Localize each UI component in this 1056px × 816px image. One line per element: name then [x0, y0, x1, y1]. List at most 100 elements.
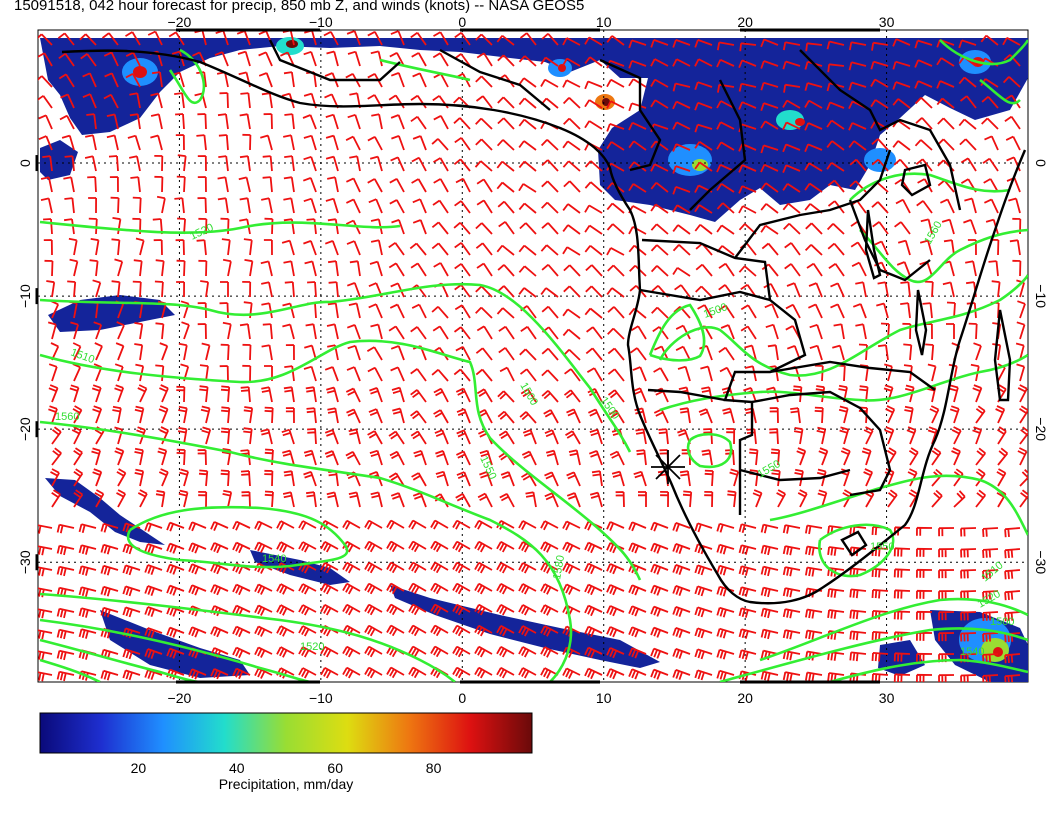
wind-barb [697, 304, 713, 319]
wind-barb [122, 669, 141, 681]
wind-barb [916, 526, 933, 536]
wind-barb [520, 388, 537, 403]
wind-barb [541, 347, 559, 361]
lat-tick-label-right: −30 [1033, 550, 1049, 574]
wind-barb [672, 564, 691, 576]
wind-barb [518, 97, 537, 109]
wind-barb [849, 180, 867, 193]
wind-barb [177, 154, 187, 172]
wind-barb [607, 347, 625, 361]
wind-barb [982, 527, 999, 537]
wind-barb [474, 540, 493, 553]
wind-barb [585, 285, 603, 298]
lon-tick-label-bottom: 10 [596, 690, 612, 706]
lon-tick-label-bottom: 30 [879, 690, 895, 706]
wind-barb [694, 223, 713, 235]
wind-barb [284, 155, 295, 172]
wind-barb [370, 50, 383, 67]
wind-barb [805, 587, 823, 598]
wind-barb [435, 450, 449, 466]
wind-barb [606, 35, 625, 46]
wind-barb [660, 491, 669, 508]
wind-barb [390, 30, 405, 46]
wind-barb [900, 281, 911, 298]
wind-barb [43, 218, 53, 235]
wind-barb [264, 406, 274, 424]
wind-barb [606, 605, 625, 617]
contour-label: 1520 [300, 641, 324, 653]
wind-barb [672, 648, 691, 660]
wind-barb [431, 221, 449, 235]
wind-barb [347, 113, 361, 130]
wind-barb [938, 611, 955, 621]
lat-tick-label-left: 0 [17, 159, 33, 167]
wind-barb [782, 629, 801, 640]
wind-barb [303, 50, 317, 67]
wind-barb [254, 604, 273, 616]
wind-barb [936, 80, 955, 89]
wind-barb [871, 41, 889, 51]
contour-label: 1550 [870, 541, 894, 553]
wind-barb [871, 652, 889, 662]
wind-barb [166, 563, 185, 575]
wind-barb [263, 239, 273, 256]
wind-barb [282, 491, 295, 508]
wind-barb [327, 218, 339, 235]
wind-barb [176, 281, 185, 298]
wind-barb [453, 222, 471, 235]
contour-label: 1560 [55, 411, 79, 423]
wind-barb [129, 92, 141, 109]
wind-barb [585, 347, 603, 361]
wind-barb [896, 261, 911, 277]
wind-barb [386, 561, 405, 574]
precip-north-band [40, 38, 1028, 222]
wind-barb [982, 569, 999, 579]
contour-label: 1580 [551, 554, 567, 580]
wind-barb [674, 284, 691, 298]
wind-barb [716, 121, 735, 130]
wind-barb [960, 611, 977, 621]
wind-barb [738, 164, 757, 173]
wind-barb [982, 590, 999, 600]
wind-barb [220, 281, 229, 297]
wind-barb [285, 407, 295, 424]
wind-barb [38, 52, 53, 67]
wind-barb [630, 325, 647, 340]
wind-barb [217, 197, 229, 214]
wind-barb [349, 260, 361, 277]
wind-barb [738, 565, 757, 576]
wind-barb [38, 524, 53, 534]
wind-barb [606, 287, 625, 298]
wind-barb [562, 625, 581, 637]
height-contour [39, 658, 101, 682]
wind-barb [155, 364, 165, 382]
wind-barb [176, 448, 186, 466]
wind-barb [432, 325, 449, 340]
height-contour [39, 592, 456, 682]
wind-barb [276, 625, 295, 637]
wind-barb [761, 242, 779, 256]
wind-barb [941, 218, 955, 235]
wind-barb [303, 449, 317, 466]
wind-barb [475, 75, 493, 88]
wind-barb [606, 202, 625, 214]
country-border [647, 388, 726, 402]
wind-barb [84, 155, 97, 172]
wind-barb [390, 72, 405, 88]
wind-barb [474, 624, 493, 637]
wind-barb [281, 428, 295, 445]
wind-barb [885, 405, 896, 424]
wind-barb [38, 75, 53, 88]
wind-barb [908, 447, 919, 466]
wind-barb [433, 409, 449, 424]
wind-barb [1012, 259, 1022, 277]
wind-barb [744, 344, 757, 361]
wind-barb [500, 471, 515, 487]
height-contour [126, 505, 349, 569]
wind-barb [232, 625, 251, 638]
wind-barb [38, 566, 53, 577]
wind-barb [566, 408, 581, 424]
wind-barb [284, 113, 295, 130]
wind-barb [562, 57, 581, 67]
wind-barb [258, 51, 273, 67]
